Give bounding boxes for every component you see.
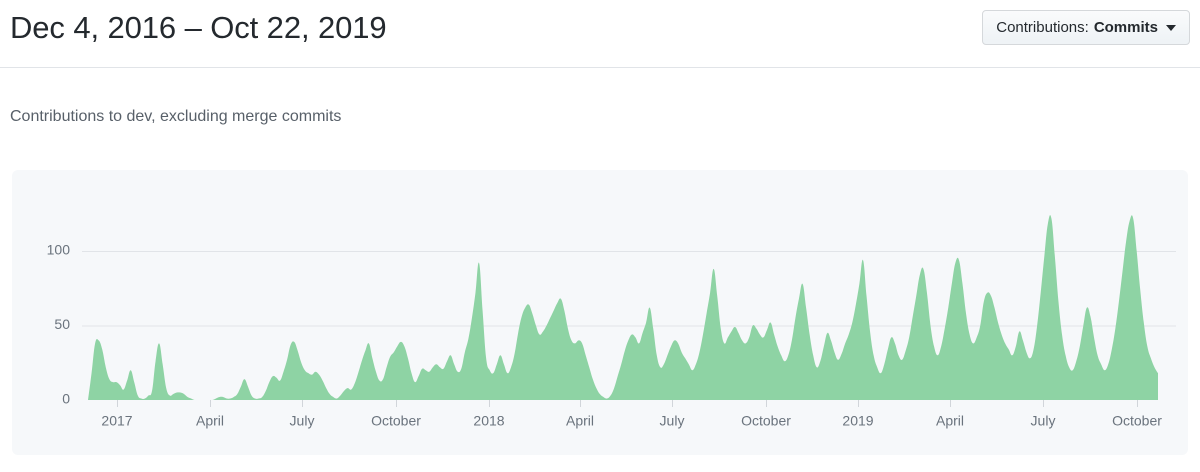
y-axis-tick-label: 0 xyxy=(62,391,70,407)
x-axis-tick-label: October xyxy=(741,412,791,428)
y-axis-tick-label: 50 xyxy=(54,316,70,332)
x-axis-tick-label: 2017 xyxy=(101,412,132,428)
contributions-dropdown-value: Commits xyxy=(1093,19,1158,36)
x-axis-tick-label: April xyxy=(936,412,964,428)
chart-subtitle: Contributions to dev, excluding merge co… xyxy=(10,108,342,125)
x-axis-tick-label: April xyxy=(566,412,594,428)
x-axis-tick-label: 2019 xyxy=(842,412,873,428)
contributions-area-series xyxy=(88,215,1158,400)
x-axis-tick-label: July xyxy=(1031,412,1056,428)
x-axis-tick-label: July xyxy=(290,412,315,428)
contributions-type-dropdown[interactable]: Contributions: Commits xyxy=(982,10,1190,45)
page-title: Dec 4, 2016 – Oct 22, 2019 xyxy=(10,10,387,45)
contributions-dropdown-label: Contributions: xyxy=(996,19,1089,36)
contributions-chart-panel: 0 50 100 2017 April July October 2018 April July… xyxy=(12,170,1188,455)
x-axis-tick-label: April xyxy=(196,412,224,428)
x-axis-tick-label: October xyxy=(1112,412,1162,428)
page-header: Dec 4, 2016 – Oct 22, 2019 Contributions… xyxy=(0,0,1200,68)
x-axis-tick-label: July xyxy=(660,412,685,428)
x-axis-tick-label: 2018 xyxy=(473,412,504,428)
x-axis-labels: 2017 April July October 2018 April July October… xyxy=(101,412,1162,428)
y-axis-tick-label: 100 xyxy=(47,242,71,258)
contributions-area-chart: 0 50 100 2017 April July October 2018 April July… xyxy=(47,215,1176,428)
y-axis-labels: 0 50 100 xyxy=(47,242,71,407)
x-axis-tick-label: October xyxy=(371,412,421,428)
chevron-down-icon xyxy=(1166,24,1176,31)
contributions-area-path xyxy=(88,215,1158,400)
